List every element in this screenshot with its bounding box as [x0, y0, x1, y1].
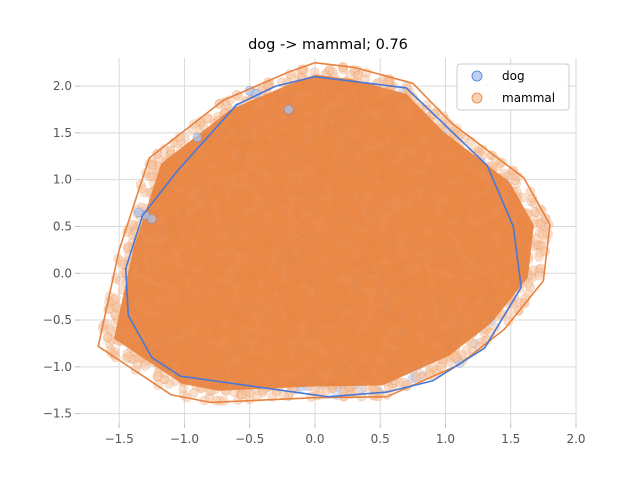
- legend-marker-mammal: [471, 92, 483, 104]
- x-tick-label: 2.0: [566, 432, 585, 446]
- mammal-density-core: [113, 74, 534, 391]
- legend-label-mammal: mammal: [502, 91, 555, 105]
- y-tick-label: −0.5: [43, 313, 72, 327]
- mammal-point: [537, 229, 548, 240]
- mammal-point: [251, 391, 262, 401]
- legend-box: [456, 63, 570, 111]
- mammal-point: [152, 371, 163, 381]
- mammal-point: [467, 338, 478, 348]
- y-tick-label: 0.5: [53, 219, 72, 233]
- mammal-point: [540, 246, 550, 256]
- mammal-point: [164, 379, 174, 389]
- mammal-point: [435, 361, 446, 372]
- y-tick-label: 1.5: [53, 126, 72, 140]
- mammal-point: [371, 386, 381, 396]
- dog-point: [133, 207, 144, 218]
- chart-title: dog -> mammal; 0.76: [248, 37, 408, 53]
- hull-lines: [97, 61, 551, 404]
- legend: dog mammal: [456, 63, 570, 111]
- mammal-point: [102, 332, 113, 343]
- mammal-point: [178, 383, 188, 394]
- mammal-point: [140, 361, 150, 371]
- y-tick-label: −1.5: [43, 407, 72, 421]
- x-tick-label: −1.5: [105, 432, 134, 446]
- y-tick-label: −1.0: [43, 360, 72, 374]
- mammal-hull-line: [97, 61, 551, 404]
- x-tick-label: 0.5: [371, 432, 390, 446]
- dog-hull-line: [124, 75, 523, 398]
- y-tick-label: 2.0: [53, 79, 72, 93]
- x-tick-label: −1.0: [170, 432, 199, 446]
- legend-label-dog: dog: [502, 69, 525, 83]
- mammal-point: [461, 345, 472, 355]
- x-tick-label: 1.0: [436, 432, 455, 446]
- mammal-point: [353, 70, 364, 81]
- mammal-point: [325, 65, 335, 75]
- mammal-point: [451, 352, 462, 363]
- mammal-point: [436, 119, 446, 130]
- mammal-point: [188, 387, 199, 398]
- x-tick-label: 1.5: [501, 432, 520, 446]
- mammal-point: [123, 352, 134, 362]
- x-tick-label: −0.5: [235, 432, 264, 446]
- legend-marker-dog: [471, 70, 483, 82]
- mammal-point: [116, 256, 127, 267]
- mammal-point: [152, 149, 162, 159]
- axis-ticks: −1.5 −1.0 −0.5 0.0 0.5 1.0 1.5 2.0 −1.5 −1.0 −0.5 0…: [43, 79, 586, 446]
- mammal-point: [187, 125, 198, 135]
- scatter-points: [98, 62, 554, 406]
- mammal-point: [410, 372, 421, 382]
- dog-point: [147, 214, 157, 224]
- mammal-point: [398, 377, 409, 388]
- y-tick-label: 1.0: [53, 173, 72, 187]
- mammal-point: [534, 252, 544, 262]
- dog-point: [192, 132, 203, 143]
- x-tick-label: 0.0: [305, 432, 324, 446]
- y-tick-label: 0.0: [53, 266, 72, 280]
- dog-point: [283, 104, 294, 115]
- mammal-point: [534, 270, 545, 281]
- mammal-point: [109, 295, 119, 305]
- mammal-point: [321, 386, 332, 396]
